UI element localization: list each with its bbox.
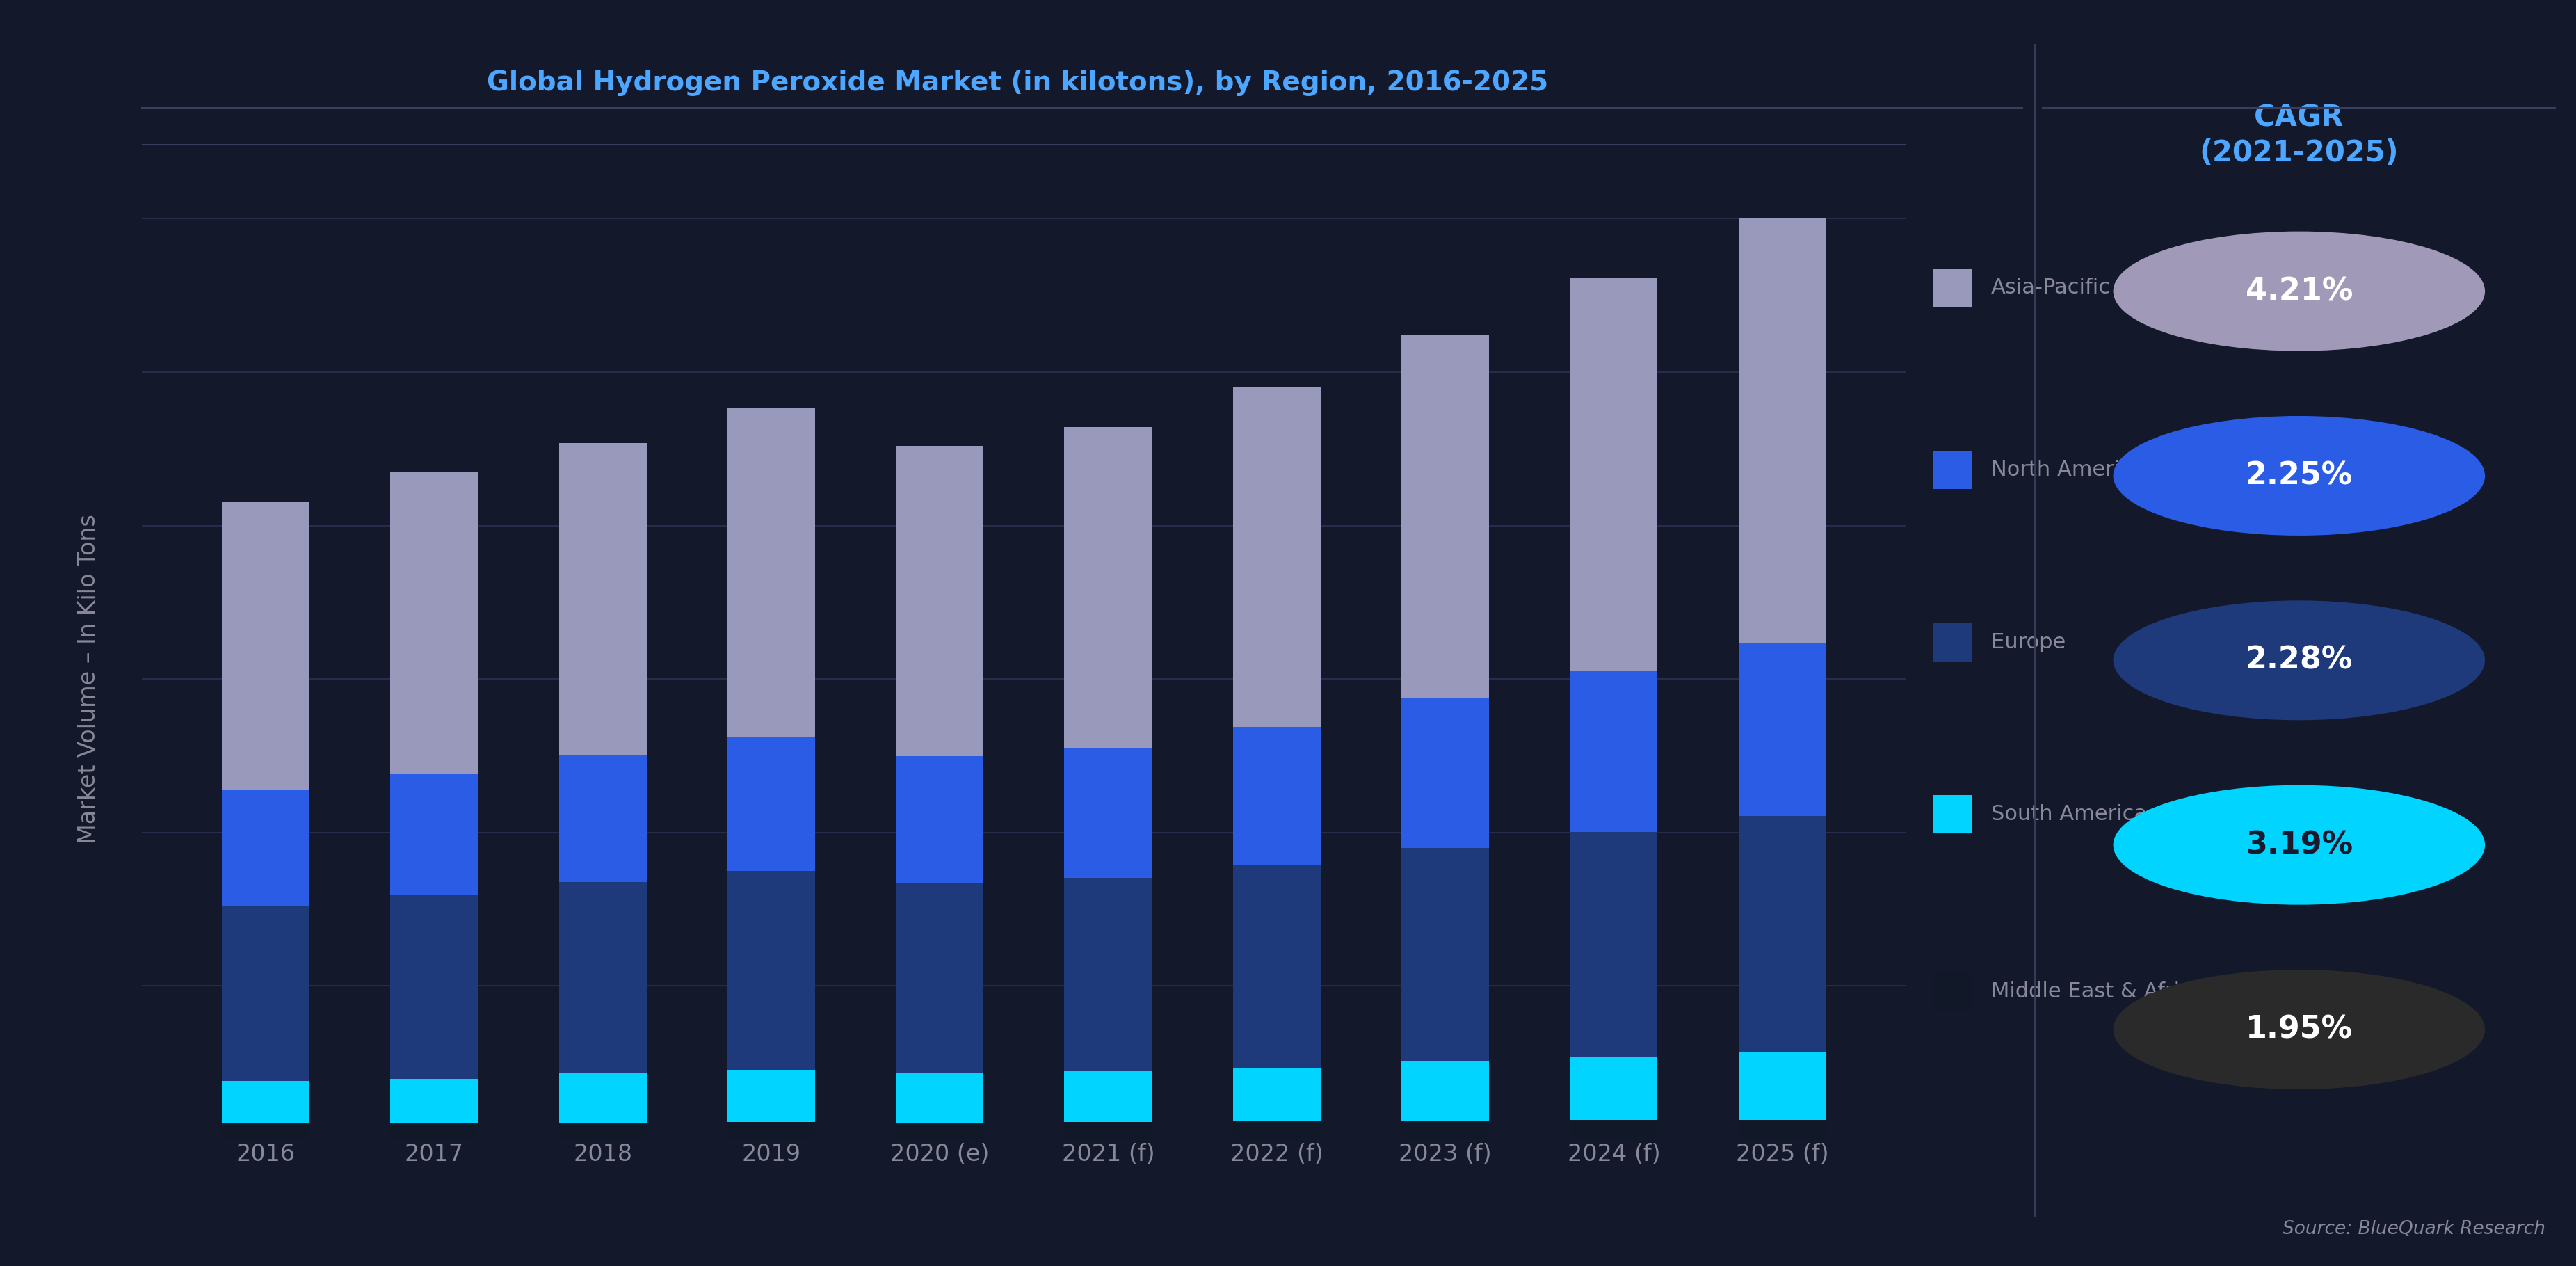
Bar — [1569, 279, 1656, 671]
Bar — [222, 790, 309, 906]
Text: 2.25%: 2.25% — [2246, 461, 2352, 491]
Bar — [1234, 1122, 1321, 1139]
Bar — [1569, 1120, 1656, 1139]
Text: CAGR
(2021-2025): CAGR (2021-2025) — [2200, 103, 2398, 167]
Text: 2.28%: 2.28% — [2246, 646, 2352, 675]
Text: South America: South America — [1991, 804, 2146, 824]
FancyBboxPatch shape — [1932, 623, 1971, 661]
Bar — [1569, 1057, 1656, 1120]
Text: Source: BlueQuark Research: Source: BlueQuark Research — [2282, 1220, 2545, 1238]
Bar — [896, 1123, 984, 1139]
Bar — [1739, 643, 1826, 815]
Text: 4.21%: 4.21% — [2246, 276, 2352, 306]
Bar — [222, 1081, 309, 1124]
Bar — [726, 1070, 814, 1122]
Text: Market Volume – In Kilo Tons: Market Volume – In Kilo Tons — [77, 514, 100, 844]
FancyBboxPatch shape — [1932, 795, 1971, 833]
Bar — [1234, 727, 1321, 866]
FancyBboxPatch shape — [1932, 451, 1971, 489]
Bar — [1401, 848, 1489, 1061]
FancyBboxPatch shape — [1932, 972, 1971, 1010]
Bar — [1064, 877, 1151, 1071]
Text: Asia-Pacific: Asia-Pacific — [1991, 277, 2110, 298]
Bar — [896, 1072, 984, 1123]
Bar — [1569, 671, 1656, 832]
Bar — [222, 906, 309, 1081]
Bar — [222, 1124, 309, 1139]
Bar — [1234, 1067, 1321, 1122]
Bar — [1234, 866, 1321, 1067]
Bar — [392, 1123, 479, 1139]
Bar — [1064, 748, 1151, 877]
Bar — [1739, 815, 1826, 1052]
Bar — [222, 503, 309, 790]
Bar — [1064, 1071, 1151, 1122]
Bar — [1569, 832, 1656, 1057]
Text: North America: North America — [1991, 460, 2146, 480]
FancyBboxPatch shape — [1932, 268, 1971, 306]
Bar — [392, 472, 479, 774]
Ellipse shape — [2112, 970, 2486, 1089]
Text: Global Hydrogen Peroxide Market (in kilotons), by Region, 2016-2025: Global Hydrogen Peroxide Market (in kilo… — [487, 70, 1548, 96]
Bar — [1739, 219, 1826, 643]
Bar — [1401, 1120, 1489, 1139]
Text: Europe: Europe — [1991, 632, 2066, 652]
Bar — [559, 1072, 647, 1123]
Bar — [896, 884, 984, 1072]
Bar — [1401, 334, 1489, 699]
Bar — [896, 756, 984, 884]
Bar — [1064, 1122, 1151, 1139]
Bar — [896, 446, 984, 756]
Bar — [726, 408, 814, 737]
Bar — [726, 737, 814, 871]
Bar — [726, 1122, 814, 1139]
Bar — [1739, 1052, 1826, 1119]
Text: Middle East & Africa: Middle East & Africa — [1991, 981, 2205, 1001]
Bar — [1064, 427, 1151, 748]
Ellipse shape — [2112, 600, 2486, 720]
Bar — [559, 1123, 647, 1139]
Ellipse shape — [2112, 785, 2486, 905]
Bar — [1401, 699, 1489, 848]
Bar — [1234, 387, 1321, 727]
Text: 3.19%: 3.19% — [2246, 830, 2352, 860]
Text: 1.95%: 1.95% — [2246, 1014, 2352, 1044]
Bar — [726, 871, 814, 1070]
Ellipse shape — [2112, 417, 2486, 536]
Bar — [392, 895, 479, 1079]
Bar — [1739, 1119, 1826, 1139]
Ellipse shape — [2112, 232, 2486, 351]
Bar — [392, 1079, 479, 1123]
Bar — [559, 443, 647, 755]
Bar — [559, 882, 647, 1072]
Bar — [1401, 1061, 1489, 1120]
Bar — [559, 755, 647, 882]
Bar — [392, 774, 479, 895]
